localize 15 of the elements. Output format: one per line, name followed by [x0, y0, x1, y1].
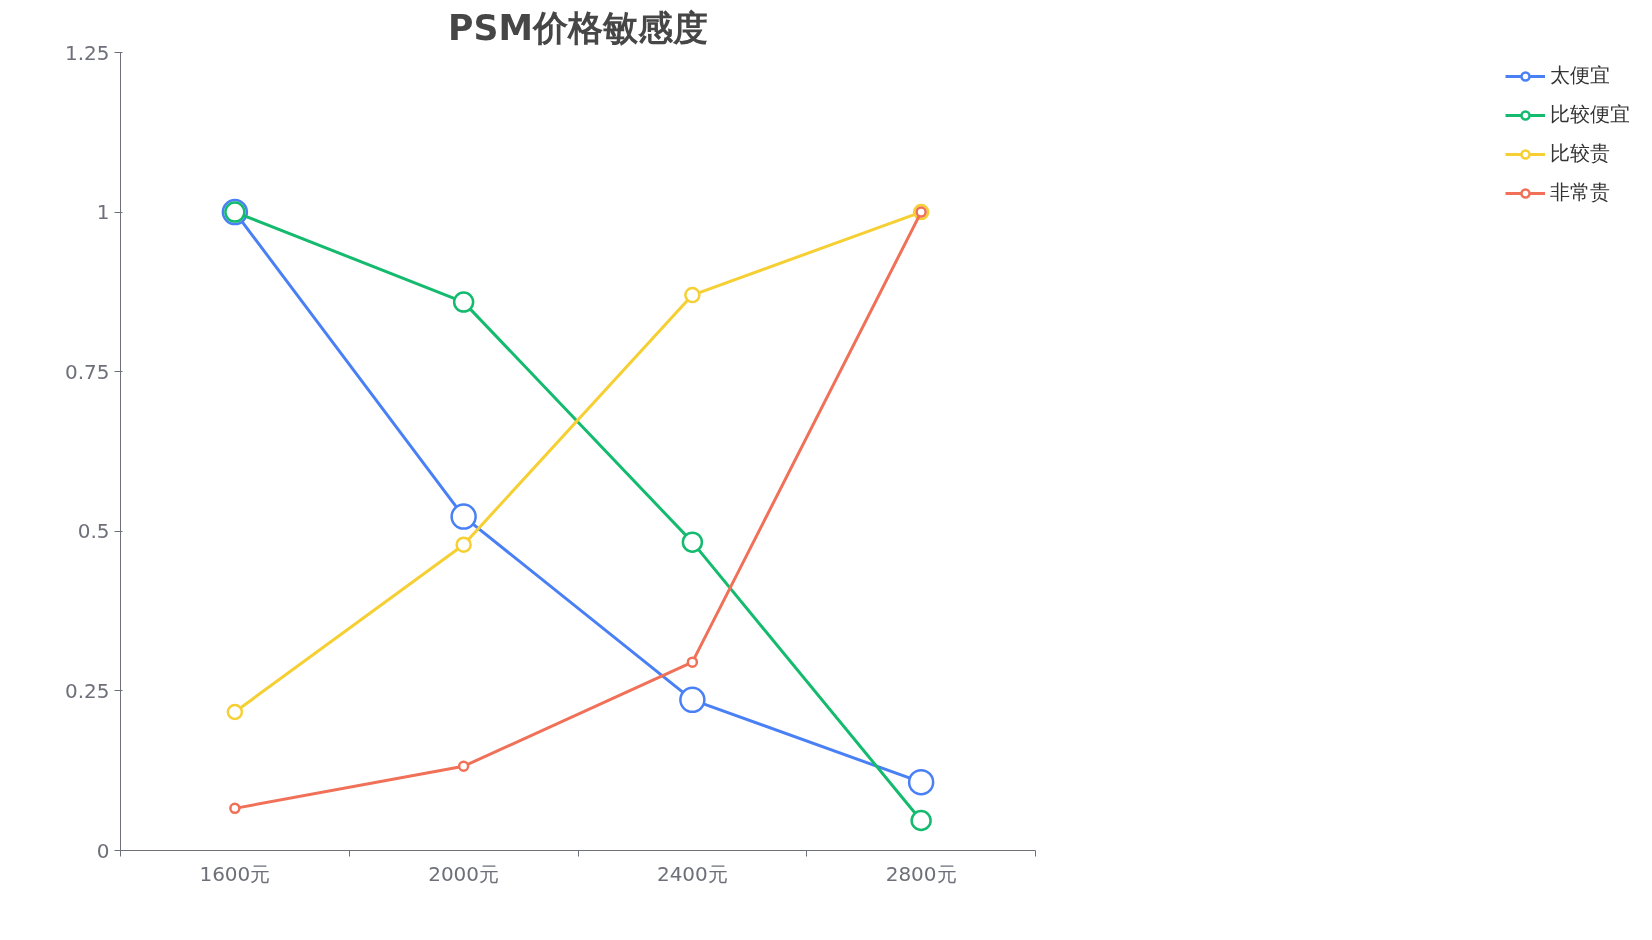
legend-label: 比较贵 — [1550, 140, 1610, 167]
y-tick-label: 0.75 — [64, 359, 110, 384]
y-tick-label: 1.25 — [64, 40, 110, 65]
y-tick-label: 0 — [96, 838, 110, 863]
x-tick-label: 1600元 — [199, 861, 271, 886]
legend-label: 太便宜 — [1550, 62, 1610, 89]
y-tick-label: 1 — [96, 200, 110, 225]
legend-label: 比较便宜 — [1550, 101, 1630, 128]
y-tick-label: 0.25 — [64, 678, 110, 703]
y-tick-label: 0.5 — [77, 519, 110, 544]
x-tick-label: 2000元 — [428, 861, 500, 886]
chart-title: PSM价格敏感度 — [448, 7, 708, 48]
x-tick-label: 2800元 — [885, 861, 957, 886]
legend-label: 非常贵 — [1550, 179, 1610, 206]
x-tick-label: 2400元 — [656, 861, 728, 886]
